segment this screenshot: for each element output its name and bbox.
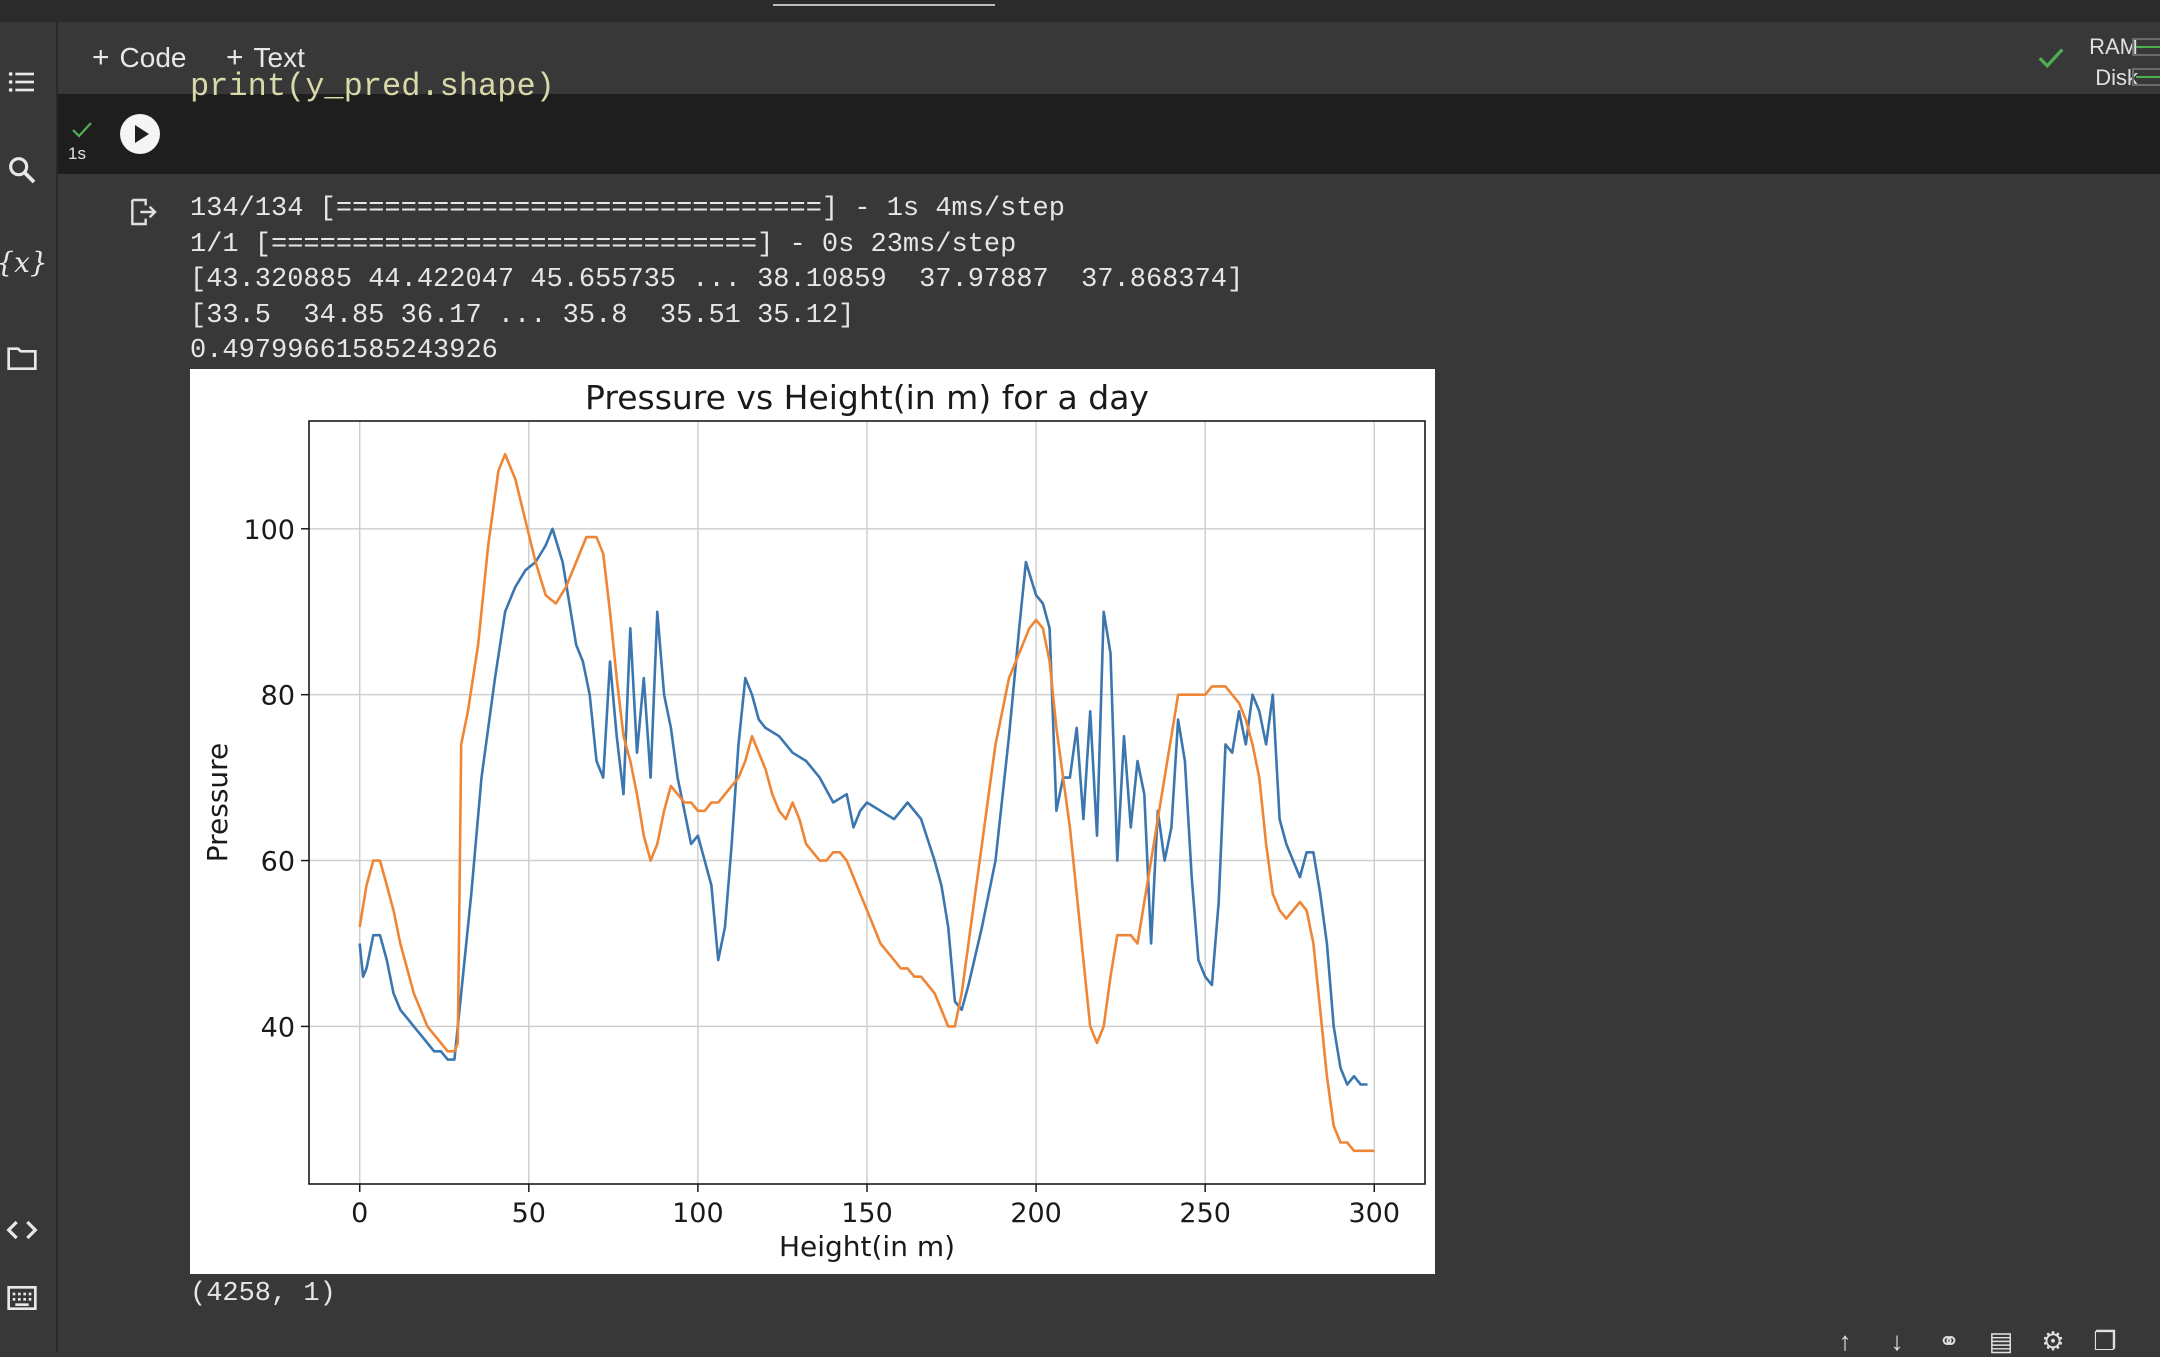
y-axis-label: Pressure: [201, 743, 234, 863]
output-actions-icon[interactable]: [126, 196, 160, 228]
gear-icon[interactable]: ⚙: [2041, 1326, 2065, 1356]
x-tick-label: 200: [1010, 1198, 1062, 1229]
move-down-icon[interactable]: ↓: [1890, 1326, 1904, 1356]
terminal-icon[interactable]: [4, 1280, 40, 1316]
left-sidebar: {x}: [0, 22, 58, 1352]
y-tick-label: 40: [261, 1012, 295, 1043]
x-tick-label: 50: [512, 1198, 546, 1229]
x-tick-label: 100: [672, 1198, 724, 1229]
play-icon: [135, 125, 149, 143]
y-tick-label: 80: [261, 681, 295, 712]
plus-icon: +: [92, 41, 110, 74]
x-axis-label: Height(in m): [779, 1230, 955, 1263]
output-line: 1/1 [==============================] - 0…: [190, 230, 1017, 260]
chart-svg: 0 50 100 150 200 250 300 40 60 80 100 Pressure vs H…: [201, 378, 1426, 1263]
folder-icon[interactable]: [4, 340, 40, 376]
exec-time: 1s: [68, 144, 86, 163]
exec-check-icon: [72, 122, 92, 138]
x-tick-label: 0: [351, 1198, 368, 1229]
add-text-label: Text: [253, 42, 305, 73]
chart-title: Pressure vs Height(in m) for a day: [585, 378, 1149, 417]
plus-icon: +: [226, 41, 244, 74]
output-line: 0.49799661585243926: [190, 336, 498, 366]
add-code-label: Code: [119, 42, 187, 73]
output-after-plot: (4258, 1): [190, 1279, 336, 1309]
link-icon[interactable]: ⚭: [1938, 1326, 1960, 1356]
disk-label: Disk: [2095, 65, 2138, 90]
code-cell[interactable]: print(y_pred.shape): [58, 68, 2160, 174]
x-tick-label: 250: [1179, 1198, 1231, 1229]
top-link-underline[interactable]: [773, 0, 995, 6]
add-text-button[interactable]: + Text: [226, 40, 305, 76]
output-line: [43.320885 44.422047 45.655735 ... 38.10…: [190, 265, 1244, 295]
ram-label: RAM: [2089, 34, 2138, 59]
output-line: 134/134 [==============================]…: [190, 194, 1065, 224]
add-code-button[interactable]: + Code: [92, 40, 186, 76]
top-strip: [0, 0, 2160, 23]
y-tick-label: 60: [261, 847, 295, 878]
chart-plot: 0 50 100 150 200 250 300 40 60 80 100 Pressure vs H…: [190, 369, 1435, 1274]
code-line[interactable]: print(y_pred.shape): [190, 68, 555, 105]
copy-icon[interactable]: ❐: [2093, 1326, 2117, 1356]
x-tick-label: 150: [841, 1198, 893, 1229]
ram-bar: [2132, 38, 2160, 56]
series-line-1: [358, 452, 1375, 1153]
output-line: [33.5 34.85 36.17 ... 35.8 35.51 35.12]: [190, 301, 855, 331]
connected-check-icon: [2038, 48, 2064, 69]
x-tick-label: 300: [1348, 1198, 1400, 1229]
toc-icon[interactable]: [4, 64, 40, 100]
move-up-icon[interactable]: ↑: [1838, 1326, 1852, 1356]
series-line-0: [358, 527, 1368, 1086]
search-icon[interactable]: [4, 152, 40, 188]
y-tick-label: 100: [243, 515, 295, 546]
comment-icon[interactable]: ▤: [1988, 1326, 2014, 1356]
variables-icon[interactable]: {x}: [0, 245, 48, 279]
disk-bar: [2132, 68, 2160, 86]
resources-indicator[interactable]: RAM Disk: [2018, 28, 2160, 90]
run-cell-button[interactable]: [120, 114, 160, 154]
code-snippets-icon[interactable]: [4, 1212, 40, 1248]
